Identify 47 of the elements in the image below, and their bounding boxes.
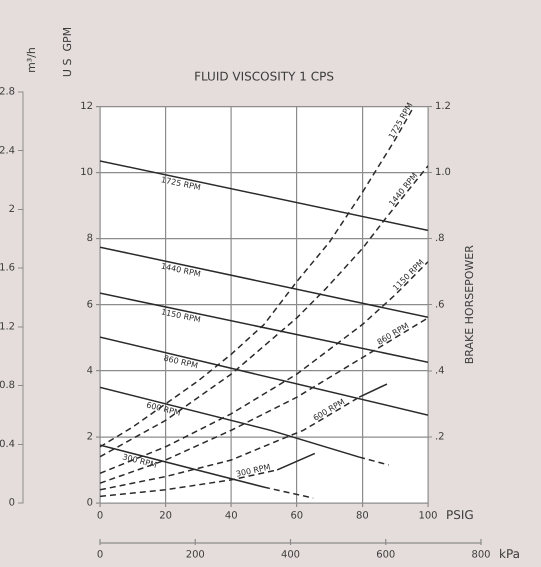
text: 1725 RPM — [386, 100, 415, 140]
y3-tick-label: 0.8 — [0, 380, 15, 392]
text: 1440 RPM — [160, 262, 202, 279]
x2-axis-title: kPa — [499, 547, 520, 562]
y2-tick-label: 1.2 — [435, 100, 451, 112]
y-tick-label: 0 — [86, 498, 93, 509]
y3-tick-label: 2 — [8, 204, 15, 216]
x2-tick-label: 0 — [96, 550, 104, 561]
y2-tick-label: .4 — [435, 365, 445, 376]
x-tick-label: 100 — [418, 510, 438, 522]
y3-tick-label: 1.2 — [0, 321, 15, 332]
text: 860 RPM — [162, 354, 199, 370]
y-tick-label: 10 — [80, 167, 93, 178]
y2-tick-label: 1.0 — [435, 167, 451, 178]
chart-title: FLUID VISCOSITY 1 CPS — [194, 69, 334, 84]
y-tick-label: 12 — [80, 100, 93, 112]
y-tick-label: 4 — [86, 365, 93, 376]
text: 300 RPM — [235, 462, 272, 479]
x-tick-label: 20 — [159, 510, 172, 522]
y-tick-label: 6 — [86, 299, 93, 310]
x-tick-label: 40 — [224, 510, 238, 522]
x2-tick-label: 200 — [186, 550, 205, 561]
x-tick-label: 80 — [356, 510, 369, 522]
x-tick-label: 60 — [290, 510, 304, 522]
x2-tick-label: 800 — [471, 550, 491, 561]
y2-axis-title: BRAKE HORSEPOWER — [462, 244, 476, 364]
x-tick-label: 0 — [96, 510, 104, 522]
y2-tick-label: .6 — [435, 299, 445, 310]
y-tick-label: 2 — [86, 431, 93, 442]
x2-tick-label: 600 — [376, 550, 396, 561]
y3-tick-label: 0 — [8, 498, 15, 509]
text: 300 RPM — [121, 452, 158, 470]
y3-tick-label: 1.6 — [0, 262, 15, 274]
y2-tick-label: .8 — [435, 233, 445, 244]
x-axis-title: PSIG — [446, 508, 474, 522]
text: 860 RPM — [376, 320, 410, 347]
y3-axis-title: m³/h — [24, 47, 38, 73]
y2-tick-label: .2 — [435, 431, 445, 442]
y-axis-title: U S GPM — [60, 26, 74, 78]
x2-tick-label: 400 — [280, 550, 300, 561]
y3-tick-label: 2.4 — [0, 145, 15, 156]
y3-tick-label: 0.4 — [0, 438, 15, 450]
y3-tick-label: 2.8 — [0, 86, 15, 98]
text: 1150 RPM — [160, 307, 202, 324]
text: 1725 RPM — [160, 175, 202, 192]
y-tick-label: 8 — [86, 233, 93, 244]
text: 600 RPM — [312, 397, 346, 423]
